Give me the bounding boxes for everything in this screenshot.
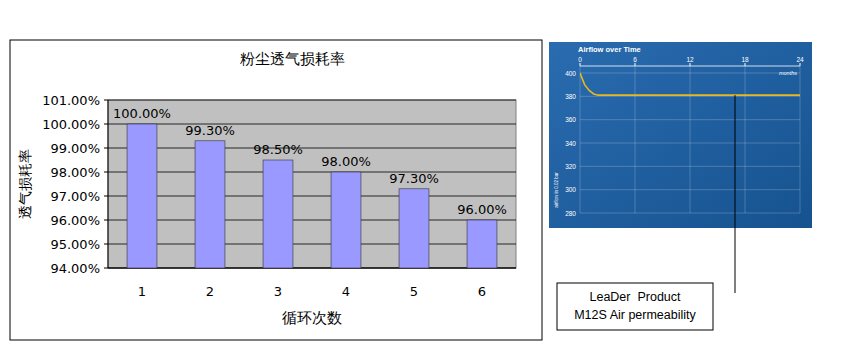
category-label: 2 xyxy=(206,284,214,299)
title: Airflow over Time xyxy=(578,45,641,54)
grid-line xyxy=(108,244,516,245)
tick xyxy=(104,100,108,101)
lines xyxy=(580,73,800,95)
category-label: 3 xyxy=(274,284,282,299)
grid-line xyxy=(580,143,800,144)
bar xyxy=(127,124,157,268)
tick-label: 300 xyxy=(565,186,576,193)
tick-label: 101.00% xyxy=(42,93,100,108)
data-label: 99.30% xyxy=(185,123,235,138)
annotation: M12S Air permeability xyxy=(574,308,696,322)
title: 粉尘透气损耗率 xyxy=(240,50,345,68)
grid-line xyxy=(580,213,800,214)
tick xyxy=(635,63,636,66)
tick xyxy=(104,172,108,173)
image-background xyxy=(549,42,812,228)
grid-line xyxy=(580,66,581,213)
grid-line xyxy=(580,96,800,97)
category-label: 4 xyxy=(342,284,350,299)
plot-area xyxy=(108,100,516,268)
tick xyxy=(104,196,108,197)
callout-box xyxy=(557,283,713,330)
data-label: 96.00% xyxy=(457,202,507,217)
y-axis xyxy=(108,100,109,268)
grid-line xyxy=(108,268,516,269)
grid-line xyxy=(800,66,801,213)
tick xyxy=(104,124,108,125)
grid-line xyxy=(108,172,516,173)
tick-label: 6 xyxy=(633,56,637,63)
x-label: 循环次数 xyxy=(282,309,342,327)
tick-label: 0 xyxy=(578,56,582,63)
tick-label: 95.00% xyxy=(50,237,100,252)
bars xyxy=(127,124,497,268)
grid-line xyxy=(108,100,516,101)
grid-line xyxy=(108,196,516,197)
tick-label: 99.00% xyxy=(50,141,100,156)
grid-line xyxy=(635,66,636,213)
tick-label: 97.00% xyxy=(50,189,100,204)
category-label: 5 xyxy=(410,284,418,299)
data-label: 97.30% xyxy=(389,171,439,186)
x-axis xyxy=(108,268,516,269)
y-label: airflow in 0.02 bar xyxy=(554,172,559,208)
bar xyxy=(331,172,361,268)
category-label: 6 xyxy=(478,284,486,299)
category-label: 1 xyxy=(138,284,146,299)
tick-label: 280 xyxy=(565,210,576,217)
grid-line xyxy=(580,166,800,167)
tick-label: 340 xyxy=(565,140,576,147)
tick xyxy=(745,63,746,66)
tick-label: 360 xyxy=(565,116,576,123)
grid-line xyxy=(580,73,800,74)
grid-line xyxy=(580,119,800,120)
bar xyxy=(263,160,293,268)
grid-line xyxy=(745,66,746,213)
canvas: 粉尘透气损耗率 94.00% 95.00% 96.00% 97.00% 98.00% 99.… xyxy=(0,0,860,354)
bar xyxy=(195,141,225,268)
grid-line xyxy=(690,66,691,213)
grid-line xyxy=(108,148,516,149)
bar xyxy=(467,220,497,268)
chart-frame xyxy=(10,40,542,340)
tick-label: 98.00% xyxy=(50,165,100,180)
leader-line xyxy=(735,95,736,293)
grid-line xyxy=(108,124,516,125)
tick-label: 320 xyxy=(565,163,576,170)
tick xyxy=(104,268,108,269)
y-label: 透气损耗率 xyxy=(17,149,33,219)
bar xyxy=(399,189,429,268)
tick xyxy=(690,63,691,66)
data-label: 98.50% xyxy=(253,142,303,157)
line xyxy=(580,73,800,95)
tick xyxy=(580,63,581,66)
grid-line xyxy=(108,220,516,221)
tick xyxy=(104,220,108,221)
tick-label: 94.00% xyxy=(50,261,100,276)
tick-label: 12 xyxy=(686,56,694,63)
tick-label: 380 xyxy=(565,93,576,100)
grid-line xyxy=(580,189,800,190)
tick-label: 96.00% xyxy=(50,213,100,228)
tick xyxy=(104,244,108,245)
tick-label: 24 xyxy=(796,56,804,63)
data-label: 98.00% xyxy=(321,154,371,169)
tick-label: 100.00% xyxy=(42,117,100,132)
tick-label: 400 xyxy=(565,70,576,77)
tick xyxy=(104,148,108,149)
annotation: LeaDer Product xyxy=(589,290,681,304)
data-label: 100.00% xyxy=(113,106,171,121)
tick xyxy=(800,63,801,66)
tick-label: 18 xyxy=(741,56,749,63)
